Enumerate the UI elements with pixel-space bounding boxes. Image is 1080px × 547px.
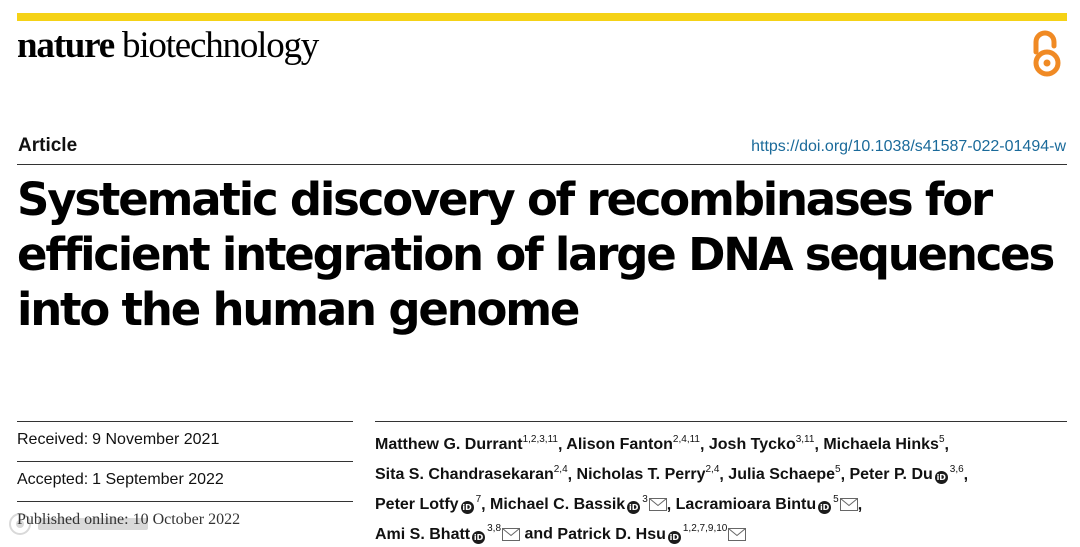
title-line: Systematic discovery of recombinases for (17, 173, 993, 226)
date-label: Accepted: (17, 471, 89, 488)
orcid-icon[interactable]: iD (934, 471, 948, 485)
date-value: 9 November 2021 (92, 431, 220, 448)
email-icon[interactable] (648, 497, 667, 511)
journal-color-bar (17, 13, 1067, 21)
journal-name-sub: biotechnology (122, 25, 319, 66)
orcid-icon[interactable]: iD (472, 530, 486, 544)
author-line: Matthew G. Durrant1,2,3,11, Alison Fanto… (375, 434, 949, 454)
author[interactable]: Josh Tycko3,11 (708, 434, 815, 454)
date-value: 10 October 2022 (132, 511, 241, 528)
article-title: Systematic discovery of recombinases for… (17, 172, 1072, 337)
orcid-icon[interactable]: iD (460, 500, 474, 514)
author[interactable]: Matthew G. Durrant1,2,3,11 (375, 434, 558, 454)
author[interactable]: Nicholas T. Perry2,4 (576, 463, 720, 484)
date-accepted: Accepted: 1 September 2022 (17, 461, 353, 501)
author[interactable]: Julia Schaepe5 (728, 463, 841, 484)
author-conjunction: and (524, 525, 553, 543)
open-access-icon (1033, 30, 1061, 77)
orcid-icon[interactable]: iD (627, 500, 641, 514)
date-published: Published online:10 October 2022 (17, 501, 353, 541)
author-list: Matthew G. Durrant1,2,3,11, Alison Fanto… (375, 428, 1075, 547)
author[interactable]: Patrick D. Hsu iD1,2,7,9,10 (557, 523, 747, 544)
author[interactable]: Alison Fanton2,4,11 (566, 434, 700, 454)
date-value: 1 September 2022 (92, 471, 224, 488)
date-label: Received: (17, 431, 89, 448)
publication-dates: Received: 9 November 2021 Accepted: 1 Sept… (17, 421, 353, 541)
email-icon[interactable] (728, 527, 747, 541)
orcid-icon[interactable]: iD (667, 530, 681, 544)
journal-name[interactable]: nature biotechnology (17, 24, 319, 67)
email-icon[interactable] (839, 497, 858, 511)
author[interactable]: Lacramioara Bintu iD5 (676, 494, 858, 514)
header-divider (17, 164, 1067, 165)
author[interactable]: Peter P. Du iD3,6 (849, 463, 964, 485)
watermark-logo (9, 513, 148, 535)
date-label: Published online: (17, 511, 129, 528)
date-received: Received: 9 November 2021 (17, 421, 353, 461)
title-line: efficient integration of large DNA seque… (17, 228, 1055, 281)
author[interactable]: Sita S. Chandrasekaran2,4 (375, 463, 568, 484)
authors-divider (375, 421, 1067, 422)
author-line: Ami S. Bhatt iD3,8 and Patrick D. Hsu iD1,… (375, 517, 1075, 547)
doi-link[interactable]: https://doi.org/10.1038/s41587-022-01494… (751, 138, 1066, 155)
author-line: Peter Lotfy iD7, Michael C. Bassik iD3, La… (375, 493, 863, 514)
article-type-label: Article (18, 135, 78, 156)
author[interactable]: Michael C. Bassik iD3 (490, 494, 667, 514)
author[interactable]: Peter Lotfy iD7 (375, 493, 482, 514)
author[interactable]: Michaela Hinks5 (823, 434, 945, 454)
author[interactable]: Ami S. Bhatt iD3,8 (375, 523, 521, 544)
title-line: into the human genome (17, 283, 580, 336)
author-line: Sita S. Chandrasekaran2,4, Nicholas T. P… (375, 463, 969, 485)
orcid-icon[interactable]: iD (818, 500, 832, 514)
email-icon[interactable] (502, 527, 521, 541)
journal-name-brand: nature (17, 25, 115, 66)
